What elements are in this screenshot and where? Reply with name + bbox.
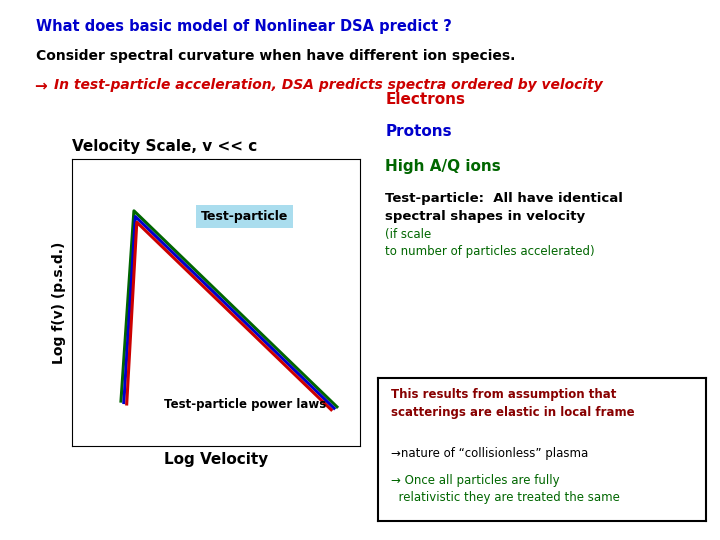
Text: Consider spectral curvature when have different ion species.: Consider spectral curvature when have di… xyxy=(36,49,516,63)
Text: Test-particle:  All have identical
spectral shapes in velocity: Test-particle: All have identical spectr… xyxy=(385,192,623,222)
Text: (if scale
to number of particles accelerated): (if scale to number of particles acceler… xyxy=(385,228,595,258)
Y-axis label: Log f(v) (p.s.d.): Log f(v) (p.s.d.) xyxy=(53,241,66,363)
Text: Test-particle: Test-particle xyxy=(201,210,289,223)
Text: This results from assumption that
scatterings are elastic in local frame: This results from assumption that scatte… xyxy=(391,388,635,418)
Text: What does basic model of Nonlinear DSA predict ?: What does basic model of Nonlinear DSA p… xyxy=(36,19,452,34)
Text: High A/Q ions: High A/Q ions xyxy=(385,159,501,174)
Text: Protons: Protons xyxy=(385,124,452,139)
Text: Velocity Scale, v << c: Velocity Scale, v << c xyxy=(72,139,257,154)
Text: → Once all particles are fully
  relativistic they are treated the same: → Once all particles are fully relativis… xyxy=(391,474,620,504)
Text: In test-particle acceleration, DSA predicts spectra ordered by velocity: In test-particle acceleration, DSA predi… xyxy=(54,78,603,92)
Text: Test-particle power laws: Test-particle power laws xyxy=(163,398,326,411)
X-axis label: Log Velocity: Log Velocity xyxy=(164,453,268,468)
Text: Electrons: Electrons xyxy=(385,92,465,107)
Text: →: → xyxy=(35,78,48,93)
Text: →nature of “collisionless” plasma: →nature of “collisionless” plasma xyxy=(391,447,588,460)
